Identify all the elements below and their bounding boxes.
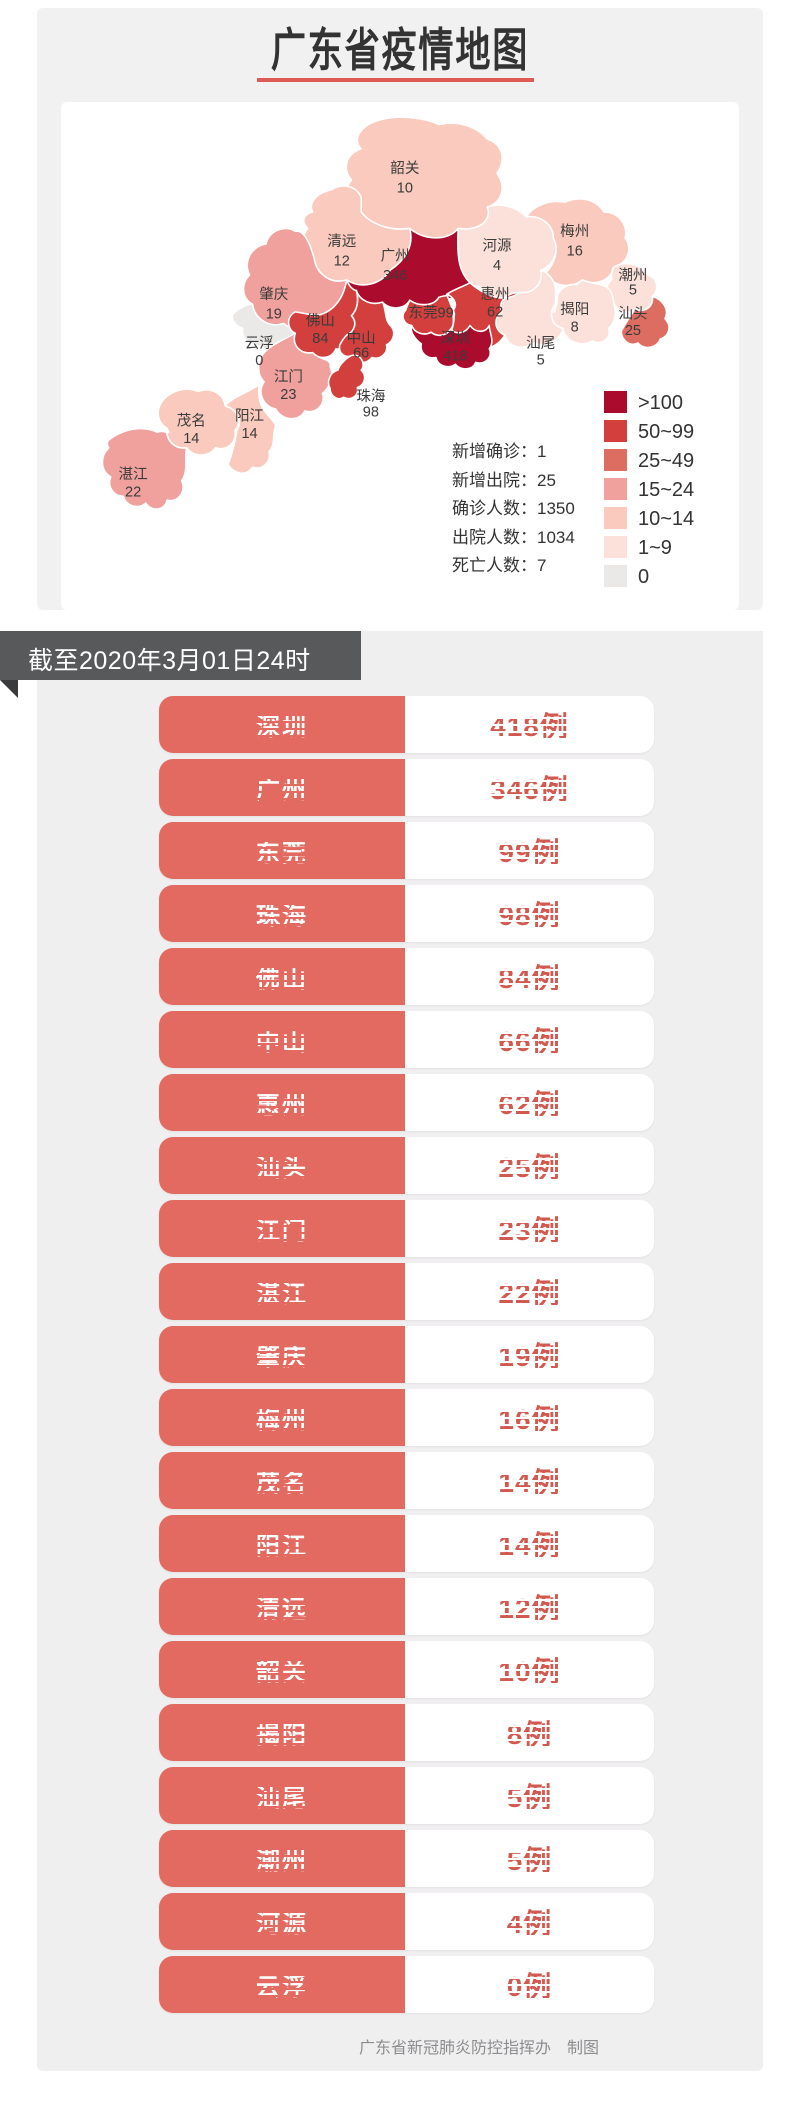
svg-text:12: 12: [334, 253, 350, 269]
svg-text:河源: 河源: [483, 238, 513, 255]
svg-text:清远: 清远: [327, 233, 357, 250]
svg-text:深圳: 深圳: [441, 330, 470, 347]
svg-text:5: 5: [629, 282, 637, 298]
svg-text:16: 16: [567, 244, 583, 260]
svg-text:广州: 广州: [381, 247, 410, 264]
svg-text:25: 25: [625, 323, 641, 339]
svg-text:0: 0: [255, 353, 263, 369]
svg-text:揭阳: 揭阳: [560, 301, 589, 318]
svg-text:佛山: 佛山: [306, 312, 335, 329]
svg-text:8: 8: [571, 319, 579, 335]
svg-text:中山: 中山: [347, 330, 376, 347]
svg-text:汕头: 汕头: [618, 306, 647, 323]
svg-text:62: 62: [487, 305, 503, 321]
svg-text:东莞99: 东莞99: [408, 305, 453, 322]
svg-text:10: 10: [397, 181, 413, 197]
svg-text:5: 5: [537, 352, 545, 368]
svg-text:阳江: 阳江: [235, 408, 264, 425]
svg-text:14: 14: [183, 431, 199, 447]
svg-text:茂名: 茂名: [177, 412, 206, 429]
svg-text:潮州: 潮州: [618, 267, 647, 284]
svg-text:汕尾: 汕尾: [526, 335, 555, 352]
svg-text:19: 19: [266, 307, 282, 323]
svg-text:肇庆: 肇庆: [259, 286, 288, 303]
svg-text:418: 418: [443, 348, 467, 364]
svg-text:韶关: 韶关: [390, 160, 419, 177]
svg-text:66: 66: [353, 346, 369, 362]
svg-text:珠海: 珠海: [356, 388, 385, 405]
svg-text:湛江: 湛江: [119, 466, 148, 483]
svg-text:梅州: 梅州: [560, 223, 589, 240]
svg-text:346: 346: [383, 268, 407, 284]
svg-text:云浮: 云浮: [245, 335, 274, 352]
svg-text:23: 23: [280, 387, 296, 403]
svg-text:4: 4: [493, 258, 501, 274]
svg-text:江门: 江门: [274, 369, 303, 386]
svg-text:84: 84: [312, 331, 328, 347]
svg-text:22: 22: [125, 484, 141, 500]
svg-text:14: 14: [241, 426, 257, 442]
svg-text:98: 98: [363, 405, 379, 421]
svg-text:惠州: 惠州: [481, 286, 510, 303]
